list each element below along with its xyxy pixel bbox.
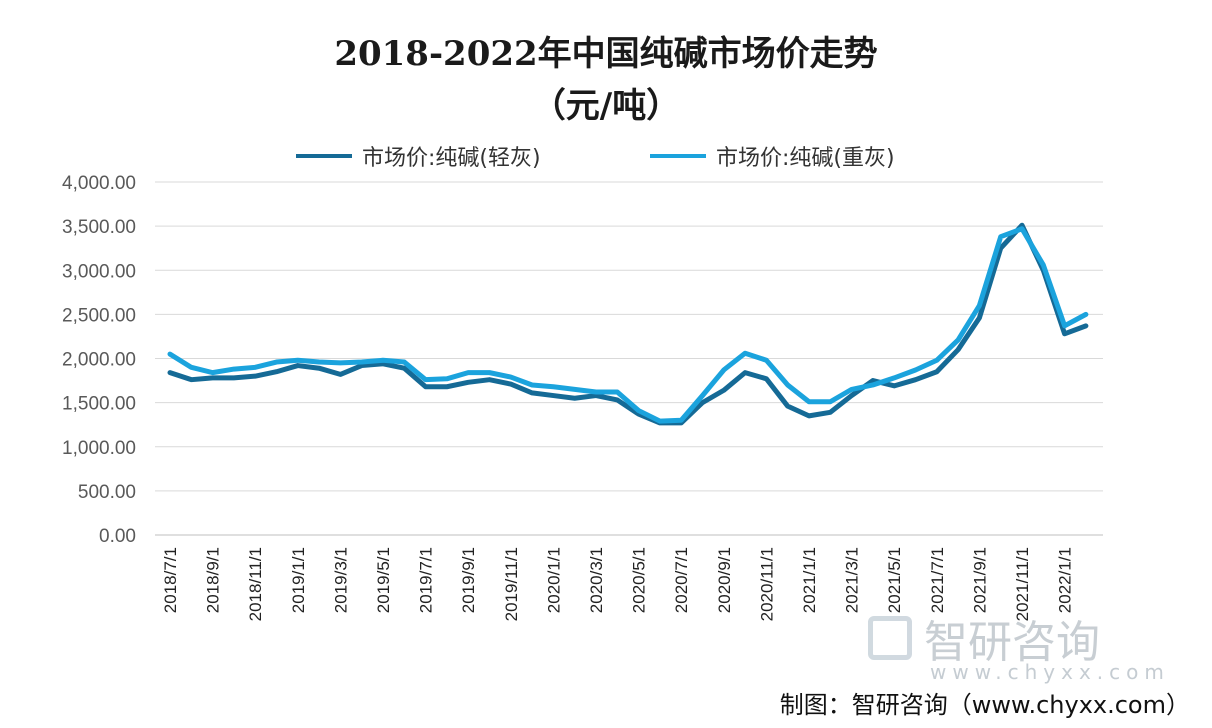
legend-label-light: 市场价:纯碱(轻灰) xyxy=(362,146,541,171)
x-tick-label: 2021/1/1 xyxy=(800,547,819,613)
y-tick-label: 3,500.00 xyxy=(62,217,136,238)
legend-swatch-light xyxy=(296,154,352,158)
x-tick-label: 2020/11/1 xyxy=(757,547,776,621)
x-tick-label: 2022/1/1 xyxy=(1056,547,1075,613)
x-tick-label: 2018/9/1 xyxy=(204,547,223,613)
x-tick-label: 2019/11/1 xyxy=(502,547,521,621)
chart-subtitle: （元/吨） xyxy=(531,86,681,126)
x-tick-label: 2021/3/1 xyxy=(843,547,862,613)
x-tick-label: 2020/1/1 xyxy=(544,547,563,613)
x-tick-label: 2018/7/1 xyxy=(161,547,180,613)
watermark-text: 智研咨询 xyxy=(924,617,1100,668)
x-tick-label: 2021/7/1 xyxy=(928,547,947,613)
x-tick-label: 2019/1/1 xyxy=(289,547,308,613)
y-tick-label: 0.00 xyxy=(99,526,136,547)
x-tick-label: 2018/11/1 xyxy=(246,547,265,621)
x-tick-label: 2019/7/1 xyxy=(417,547,436,613)
watermark-url: www.chyxx.com xyxy=(930,660,1170,684)
y-tick-label: 2,500.00 xyxy=(62,305,136,326)
x-tick-label: 2021/9/1 xyxy=(970,547,989,613)
x-tick-label: 2020/5/1 xyxy=(630,547,649,613)
y-tick-label: 3,000.00 xyxy=(62,261,136,282)
y-tick-label: 4,000.00 xyxy=(62,173,136,194)
legend-item-heavy: 市场价:纯碱(重灰) xyxy=(650,140,895,172)
y-tick-label: 500.00 xyxy=(78,482,136,503)
series-line-light xyxy=(167,222,1089,426)
legend-label-heavy: 市场价:纯碱(重灰) xyxy=(716,146,895,171)
y-tick-label: 2,000.00 xyxy=(62,350,136,371)
x-tick-label: 2019/3/1 xyxy=(331,547,350,613)
y-tick-label: 1,000.00 xyxy=(62,438,136,459)
x-tick-label: 2020/9/1 xyxy=(715,547,734,613)
y-tick-label: 1,500.00 xyxy=(62,394,136,415)
source-footer: 制图：智研咨询（www.chyxx.com） xyxy=(779,691,1190,719)
chart-title: 2018-2022年中国纯碱市场价走势 xyxy=(334,34,878,74)
x-tick-label: 2019/9/1 xyxy=(459,547,478,613)
watermark-logo-icon xyxy=(868,616,912,660)
watermark-logo: 智研咨询 xyxy=(868,606,1100,670)
x-tick-label: 2021/11/1 xyxy=(1013,547,1032,621)
x-tick-label: 2020/7/1 xyxy=(672,547,691,613)
series-line-heavy xyxy=(167,226,1089,424)
x-tick-label: 2020/3/1 xyxy=(587,547,606,613)
x-tick-label: 2019/5/1 xyxy=(374,547,393,613)
x-tick-label: 2021/5/1 xyxy=(885,547,904,613)
legend-item-light: 市场价:纯碱(轻灰) xyxy=(296,140,541,172)
legend-swatch-heavy xyxy=(650,154,706,158)
